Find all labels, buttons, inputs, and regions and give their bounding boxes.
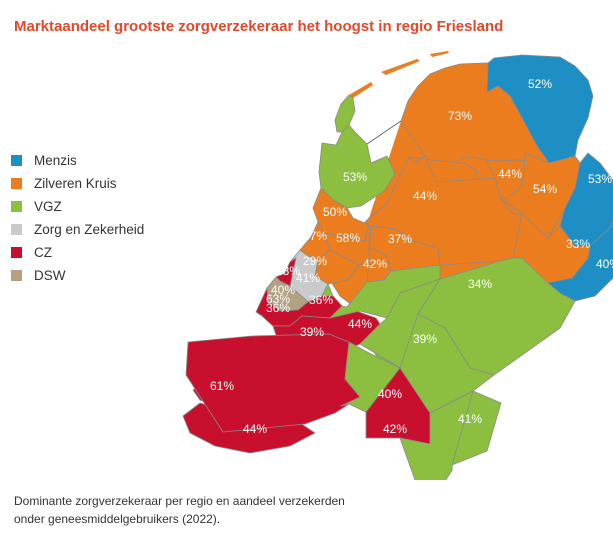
svg-text:50%: 50%	[323, 205, 347, 219]
svg-text:47%: 47%	[303, 229, 327, 243]
svg-text:36%: 36%	[309, 293, 333, 307]
svg-text:44%: 44%	[498, 167, 522, 181]
svg-text:61%: 61%	[210, 379, 234, 393]
svg-text:58%: 58%	[336, 231, 360, 245]
svg-text:33%: 33%	[566, 237, 590, 251]
svg-text:34%: 34%	[468, 277, 492, 291]
svg-text:44%: 44%	[413, 189, 437, 203]
svg-text:41%: 41%	[458, 412, 482, 426]
svg-text:53%: 53%	[343, 170, 367, 184]
svg-text:40%: 40%	[378, 387, 402, 401]
svg-text:42%: 42%	[363, 257, 387, 271]
svg-text:53%: 53%	[588, 172, 612, 186]
svg-text:40%: 40%	[596, 257, 613, 271]
svg-text:54%: 54%	[533, 182, 557, 196]
svg-text:44%: 44%	[348, 317, 372, 331]
svg-text:39%: 39%	[413, 332, 437, 346]
svg-text:23%: 23%	[276, 264, 300, 278]
svg-text:73%: 73%	[448, 109, 472, 123]
svg-text:44%: 44%	[243, 422, 267, 436]
svg-text:37%: 37%	[388, 232, 412, 246]
svg-text:29%: 29%	[303, 254, 327, 268]
svg-text:52%: 52%	[528, 77, 552, 91]
svg-text:39%: 39%	[300, 325, 324, 339]
svg-text:63%: 63%	[266, 292, 290, 306]
svg-text:42%: 42%	[383, 422, 407, 436]
